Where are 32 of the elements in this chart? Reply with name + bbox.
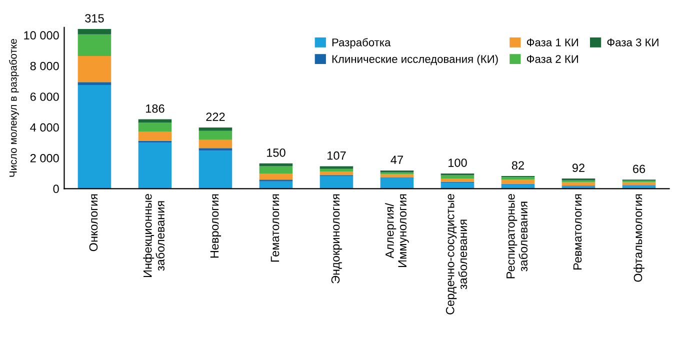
annotation: 315: [85, 14, 104, 22]
legend-label: Разработка: [332, 38, 391, 49]
legend-label: Фаза 2 КИ: [526, 55, 578, 63]
x-tick-label: Инфекционные заболевания: [143, 194, 164, 277]
y-axis-title: Число молекул в разработке: [9, 38, 19, 177]
y-tick-label: 0: [53, 184, 59, 194]
annotation: 186: [146, 104, 164, 113]
annotation: 222: [206, 112, 225, 121]
legend-label: Фаза 3 КИ: [607, 38, 658, 46]
annotation: 107: [328, 151, 346, 160]
x-tick-label: Гематология: [270, 194, 280, 262]
x-tick-label: Сердечно-сосудистые заболевания: [446, 194, 468, 314]
legend-label: Клинические исследования (КИ): [332, 54, 498, 66]
legend-label: Фаза 1 КИ: [526, 38, 578, 46]
x-tick-label: Офтальмология: [633, 194, 644, 282]
y-tick-label: 4 000: [30, 123, 59, 132]
y-tick-label: 8 000: [30, 62, 59, 70]
annotation: 150: [267, 148, 286, 157]
x-tick-label: Респираторные заболевания: [506, 194, 528, 278]
x-tick-label: Аллергия/ Иммунология: [385, 194, 409, 267]
x-tick-label: Онкология: [89, 194, 98, 252]
y-tick-label: 6 000: [30, 92, 59, 101]
x-tick-label: Ревматология: [573, 194, 582, 270]
annotation: 66: [633, 164, 646, 174]
y-tick-label: 10 000: [24, 31, 59, 40]
annotation: 100: [448, 158, 467, 167]
y-tick-label: 2 000: [30, 154, 59, 162]
x-tick-label: Неврология: [210, 194, 221, 258]
annotation: 47: [390, 156, 403, 164]
x-tick-label: Эндокринология: [331, 194, 342, 284]
annotation: 82: [512, 161, 524, 170]
annotation: 92: [572, 164, 584, 172]
